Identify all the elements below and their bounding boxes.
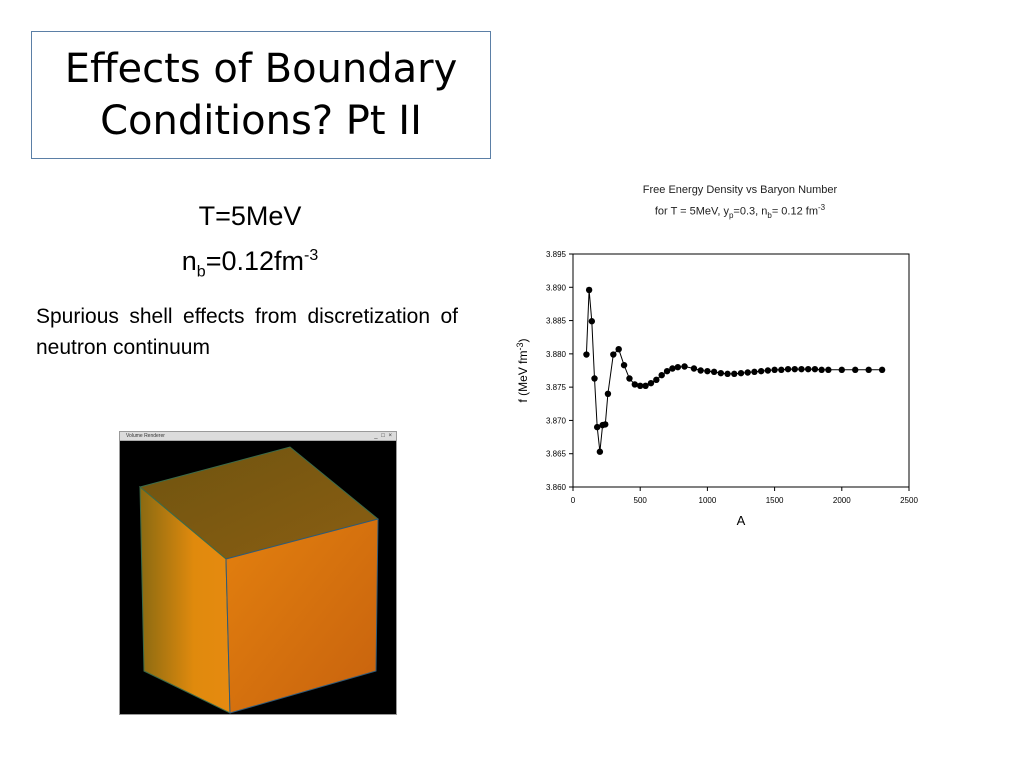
data-point bbox=[757, 367, 765, 375]
data-point bbox=[744, 369, 751, 376]
y-axis-ticks: 3.860 3.865 3.870 3.875 3.880 3.885 3.890 3.895 bbox=[546, 250, 573, 492]
data-point bbox=[764, 367, 772, 374]
data-point bbox=[604, 390, 612, 397]
data-point bbox=[681, 363, 688, 370]
data-point bbox=[591, 375, 598, 382]
data-point bbox=[865, 366, 872, 374]
data-point bbox=[731, 370, 738, 378]
data-points bbox=[583, 286, 886, 455]
data-point bbox=[704, 367, 711, 375]
y-tick-label: 3.860 bbox=[546, 483, 567, 492]
parameters-block: T=5MeV nb=0.12fm-3 bbox=[120, 196, 380, 292]
data-point bbox=[631, 381, 639, 388]
y-axis-label: f (MeV fm-3) bbox=[515, 338, 530, 402]
data-point bbox=[626, 375, 633, 382]
x-axis-label: A bbox=[737, 513, 746, 528]
data-point bbox=[674, 363, 682, 371]
cube-front-face bbox=[225, 518, 379, 714]
chart-title-block: Free Energy Density vs Baryon Number for… bbox=[500, 182, 980, 224]
volume-renderer-window: Volume Renderer _ □ × bbox=[119, 431, 397, 715]
y-tick-label: 3.875 bbox=[546, 383, 567, 392]
data-point bbox=[825, 366, 832, 374]
y-tick-label: 3.880 bbox=[546, 350, 567, 359]
data-point bbox=[878, 366, 886, 374]
y-tick-label: 3.870 bbox=[546, 416, 567, 425]
window-controls[interactable]: _ □ × bbox=[374, 433, 393, 439]
chart-subtitle: for T = 5MeV, yp=0.3, nb= 0.12 fm-3 bbox=[654, 203, 826, 220]
data-point bbox=[642, 382, 649, 390]
chart-container: Free Energy Density vs Baryon Number for… bbox=[500, 178, 940, 538]
data-point bbox=[811, 365, 819, 373]
x-tick-label: 2500 bbox=[900, 496, 918, 505]
data-point bbox=[588, 318, 596, 325]
data-point bbox=[593, 423, 601, 431]
chart-title: Free Energy Density vs Baryon Number bbox=[642, 184, 838, 196]
data-point bbox=[805, 365, 812, 373]
y-tick-label: 3.885 bbox=[546, 317, 567, 326]
x-tick-label: 1500 bbox=[766, 496, 784, 505]
data-point bbox=[583, 351, 590, 358]
x-tick-label: 0 bbox=[571, 496, 576, 505]
data-point bbox=[663, 367, 671, 375]
x-tick-label: 2000 bbox=[833, 496, 851, 505]
temperature-label: T=5MeV bbox=[198, 201, 302, 231]
data-point bbox=[669, 365, 676, 372]
data-point bbox=[602, 421, 609, 428]
window-title: Volume Renderer bbox=[126, 433, 165, 439]
description-text: Spurious shell effects from discretizati… bbox=[36, 305, 458, 359]
x-axis-ticks: 0 500 1000 1500 2000 2500 bbox=[571, 487, 918, 505]
data-point bbox=[615, 345, 622, 353]
y-tick-label: 3.890 bbox=[546, 283, 567, 292]
data-point bbox=[751, 368, 758, 376]
density-label: nb=0.12fm-3 bbox=[181, 246, 319, 281]
title-box: Effects of Boundary Conditions? Pt II bbox=[31, 31, 491, 159]
data-point bbox=[697, 367, 704, 374]
data-point bbox=[585, 286, 593, 294]
data-point bbox=[778, 366, 785, 374]
data-point bbox=[637, 382, 644, 390]
data-point bbox=[690, 365, 698, 372]
data-point bbox=[771, 366, 778, 374]
data-point bbox=[647, 379, 655, 387]
data-point bbox=[658, 371, 665, 379]
data-point bbox=[596, 448, 604, 455]
data-point bbox=[784, 365, 792, 373]
data-point bbox=[710, 368, 718, 376]
data-point bbox=[653, 376, 660, 384]
data-point bbox=[737, 369, 745, 377]
data-point bbox=[610, 351, 617, 358]
x-tick-label: 1000 bbox=[699, 496, 717, 505]
data-point bbox=[852, 366, 859, 374]
data-point bbox=[838, 366, 845, 374]
x-tick-label: 500 bbox=[634, 496, 648, 505]
data-point bbox=[798, 365, 805, 373]
data-point bbox=[724, 370, 731, 378]
window-titlebar: Volume Renderer _ □ × bbox=[120, 432, 396, 441]
data-point bbox=[620, 361, 628, 369]
slide-title: Effects of Boundary Conditions? Pt II bbox=[64, 46, 458, 144]
y-tick-label: 3.865 bbox=[546, 450, 567, 459]
data-point bbox=[818, 366, 825, 374]
plot-frame bbox=[572, 253, 910, 488]
data-point bbox=[717, 369, 725, 377]
rendered-cube bbox=[138, 446, 380, 714]
free-energy-chart: 3.860 3.865 3.870 3.875 3.880 3.885 3.890 3.895… bbox=[515, 250, 918, 528]
y-tick-label: 3.895 bbox=[546, 250, 567, 259]
data-point bbox=[791, 365, 798, 373]
